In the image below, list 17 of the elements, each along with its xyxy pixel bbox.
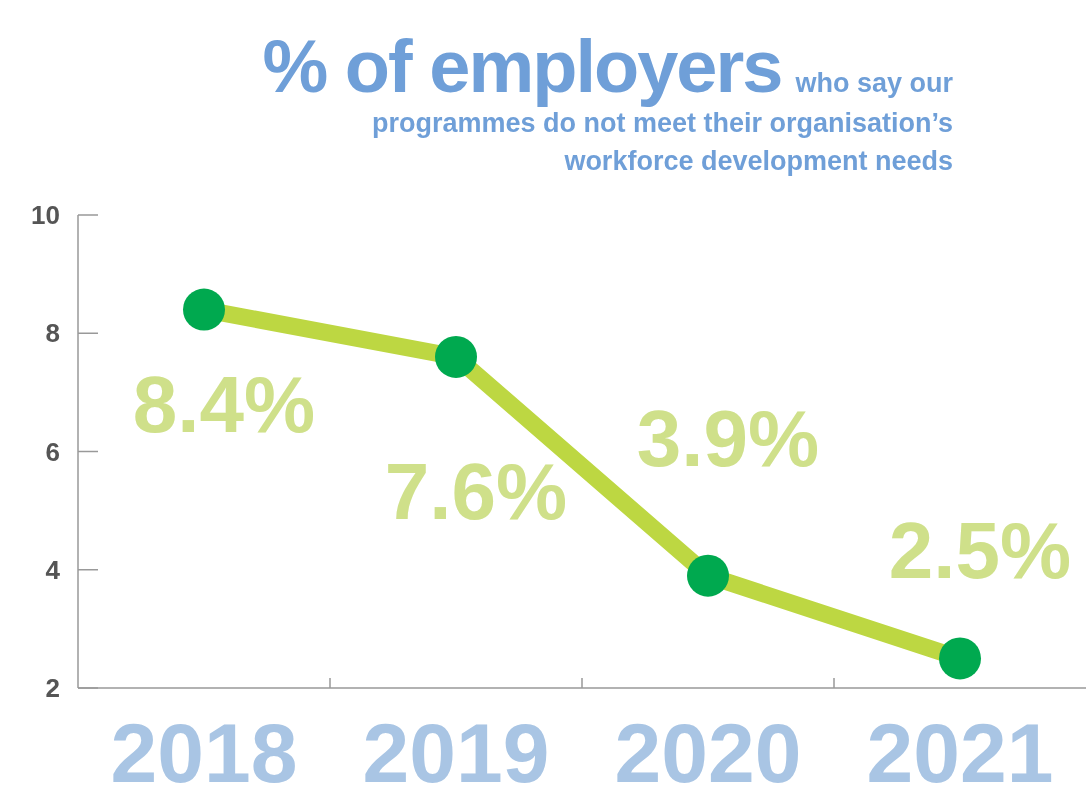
y-tick-label: 10 <box>31 200 60 231</box>
data-label: 2.5% <box>888 506 1072 596</box>
y-tick-label: 8 <box>45 318 60 349</box>
x-tick-label: 2018 <box>110 706 298 787</box>
data-label: 3.9% <box>636 393 820 483</box>
point <box>183 288 225 331</box>
x-tick-label: 2021 <box>866 706 1054 787</box>
y-tick-label: 2 <box>45 673 60 704</box>
point <box>435 335 477 378</box>
data-label: 7.6% <box>384 446 568 536</box>
y-tick-label: 4 <box>45 554 61 585</box>
x-tick-label: 2019 <box>362 706 550 787</box>
x-tick-label: 2020 <box>614 706 802 787</box>
data-label: 8.4% <box>132 359 316 449</box>
y-tick-label: 6 <box>45 436 60 467</box>
point <box>687 554 729 597</box>
point <box>939 637 981 680</box>
